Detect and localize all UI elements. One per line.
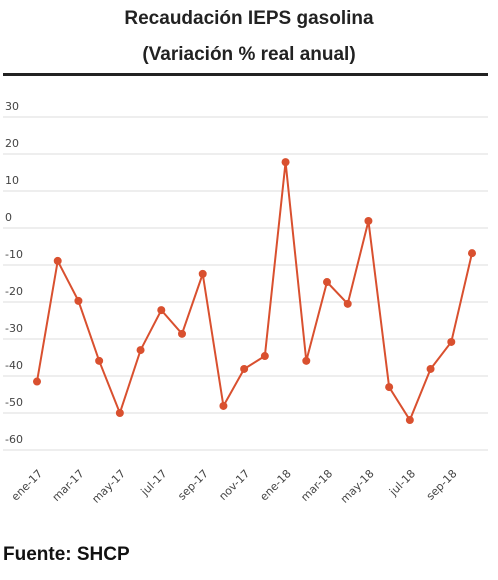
point [281,158,290,167]
point [302,356,311,365]
x-tick-label: mar-17 [50,467,87,504]
y-tick-label: 10 [5,174,19,187]
point [115,409,124,417]
line [36,162,473,423]
x-tick-label: ene-18 [257,467,293,503]
x-tick-label: may-17 [89,467,128,506]
point [136,346,145,355]
y-tick-label: 20 [5,137,19,150]
point [323,278,331,287]
x-tick-label: jul-17 [138,467,170,499]
point [364,216,373,225]
y-tick-label: -20 [5,285,23,298]
x-tick-label: jul-18 [386,467,418,499]
x-tick-label: sep-18 [424,467,460,503]
point [95,356,104,365]
point [385,383,394,392]
point [157,306,166,315]
point [33,377,41,386]
point [468,249,476,258]
point [219,401,228,410]
point [198,269,207,278]
point [53,256,62,265]
y-tick-label: -50 [5,396,23,409]
point [447,337,456,346]
x-tick-label: may-18 [338,467,377,506]
x-tick-label: ene-17 [9,467,45,503]
x-tick-label: sep-17 [175,467,211,503]
y-tick-label: -30 [5,322,23,335]
chart-title: Recaudación IEPS gasolina [124,8,374,29]
y-tick-label: -10 [5,248,23,261]
y-tick-label: 30 [5,100,19,113]
point [260,352,269,361]
point [240,364,249,373]
point [178,329,186,338]
y-tick-label: -40 [5,359,23,372]
point [426,364,435,373]
x-tick-label: nov-17 [216,467,252,503]
x-tick-label: mar-18 [298,467,335,504]
source: Fuente: SHCP [3,544,130,565]
chart-subtitle: (Variación % real anual) [142,44,355,65]
point [74,296,83,305]
y-tick-label: 0 [5,211,12,224]
y-tick-label: -60 [5,433,23,446]
title-rule [3,73,488,76]
point [405,416,414,425]
point [343,299,352,308]
